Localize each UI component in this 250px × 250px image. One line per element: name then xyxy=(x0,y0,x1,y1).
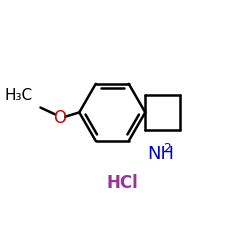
Text: 2: 2 xyxy=(163,142,170,156)
Text: NH: NH xyxy=(147,145,174,163)
Text: HCl: HCl xyxy=(106,174,138,192)
Text: H₃C: H₃C xyxy=(4,88,33,103)
Text: O: O xyxy=(53,109,66,127)
